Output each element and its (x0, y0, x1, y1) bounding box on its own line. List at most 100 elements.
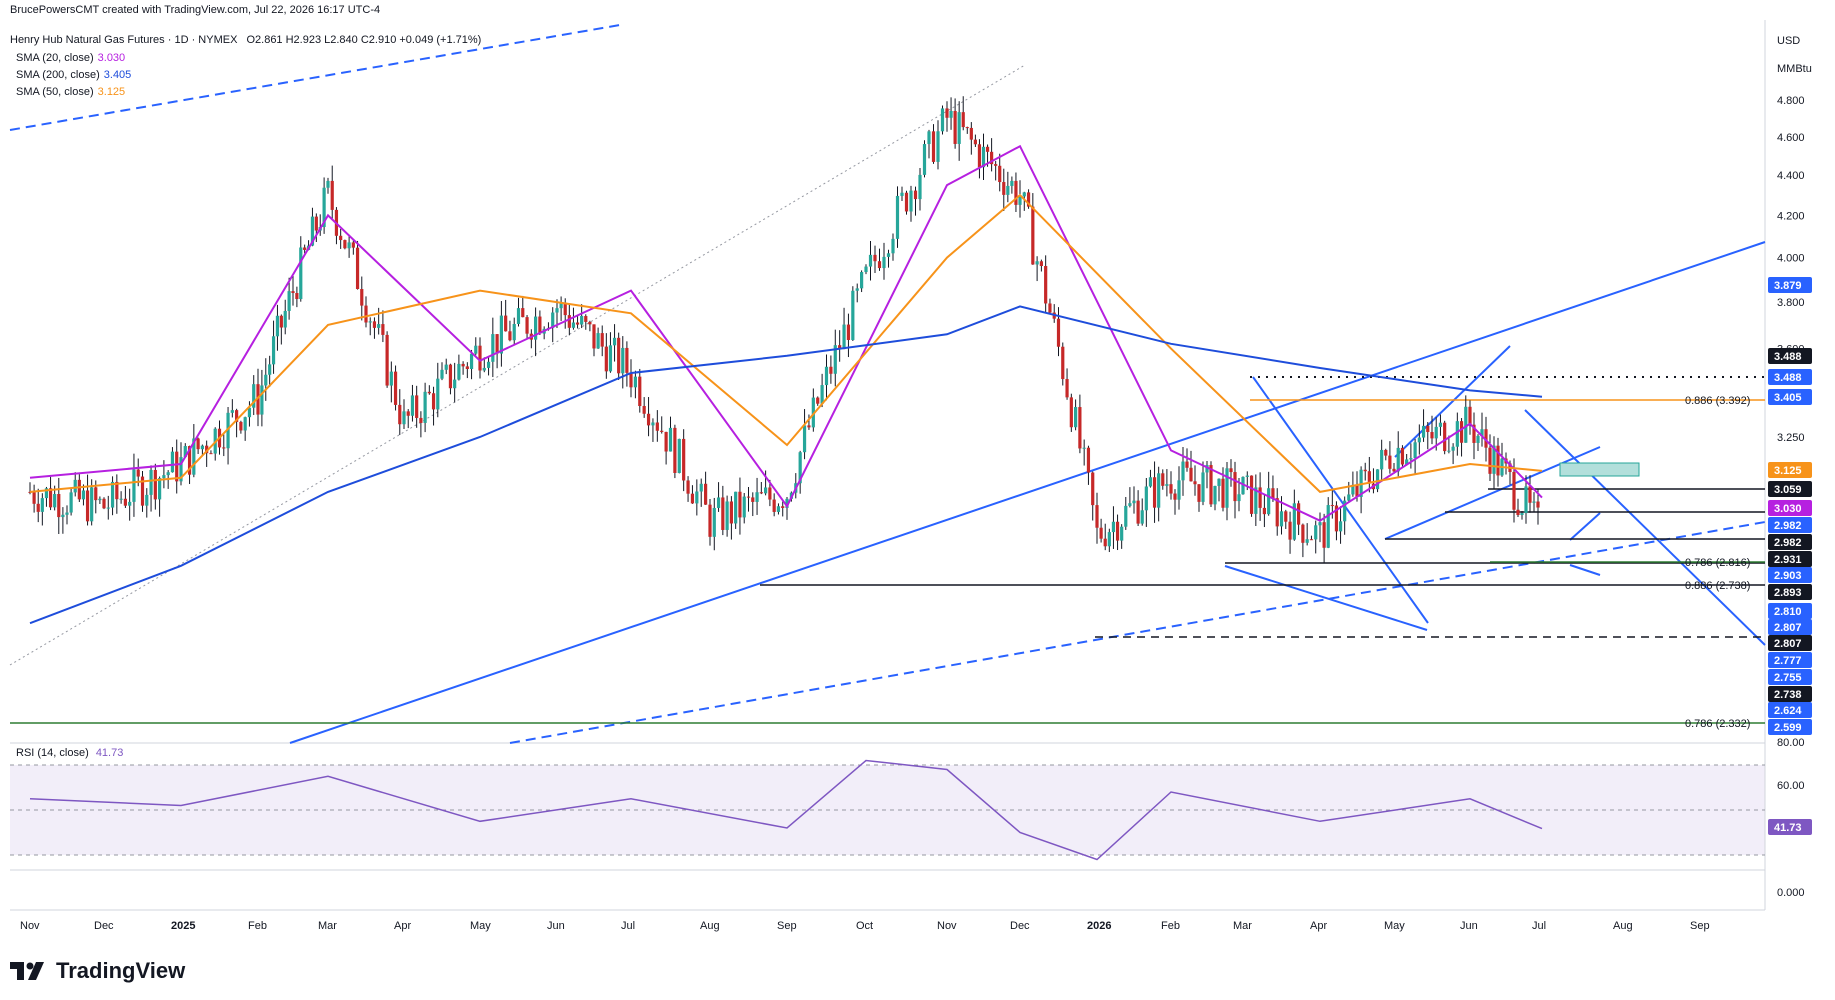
candle-body (355, 247, 360, 290)
candle-body (842, 324, 846, 350)
candle-body (1161, 473, 1165, 486)
fib-label: 0.786 (2.816) (1685, 557, 1750, 569)
price-tag-label: 2.903 (1774, 570, 1802, 582)
flag-line[interactable] (1569, 512, 1601, 541)
candle-body (436, 378, 440, 410)
candle-body (239, 421, 243, 431)
candle-body (1468, 406, 1472, 425)
time-axis-label: Dec (1010, 920, 1030, 932)
price-tag[interactable] (1768, 819, 1812, 835)
price-tag[interactable] (1768, 277, 1812, 293)
price-tag[interactable] (1768, 669, 1812, 685)
indicator-sma20[interactable]: SMA (20, close) 3.030 (16, 52, 125, 64)
price-tag[interactable] (1768, 702, 1812, 718)
channel-line[interactable] (1524, 409, 1766, 646)
channel-line[interactable] (1394, 345, 1511, 458)
indicator-sma50[interactable]: SMA (50, close) 3.125 (16, 86, 125, 98)
sma-line[interactable] (29, 193, 1543, 493)
candle-body (1157, 473, 1161, 508)
candle-body (1288, 521, 1292, 540)
candle-body (368, 321, 372, 323)
price-tag-label: 3.879 (1774, 280, 1802, 292)
price-tag[interactable] (1768, 369, 1812, 385)
price-tag[interactable] (1768, 719, 1812, 735)
candle-body (491, 334, 495, 362)
candle-body (1078, 407, 1082, 449)
price-tag[interactable] (1768, 348, 1812, 364)
candle-body (555, 308, 559, 313)
trendline-main[interactable] (289, 241, 1766, 744)
price-tag[interactable] (1768, 481, 1812, 497)
candle-body (1305, 539, 1309, 543)
candle-body (145, 494, 149, 506)
candle-body (1152, 477, 1157, 508)
candle-body (909, 190, 913, 212)
candle-body (1014, 180, 1018, 205)
candle-body (504, 315, 508, 332)
indicator-sma200[interactable]: SMA (200, close) 3.405 (16, 69, 131, 81)
candle-body (1326, 505, 1330, 548)
candle-body (1292, 503, 1296, 540)
price-tag[interactable] (1768, 500, 1812, 516)
candle-body (1262, 507, 1266, 515)
rsi-indicator-label[interactable]: RSI (14, close) 41.73 (16, 747, 123, 759)
price-tag-label: 2.931 (1774, 554, 1802, 566)
candle-body (347, 242, 351, 249)
target-zone-box[interactable] (1559, 462, 1640, 477)
flag-line[interactable] (1569, 564, 1601, 576)
price-tag[interactable] (1768, 389, 1812, 405)
channel-line[interactable] (1384, 446, 1601, 540)
candle-body (746, 496, 751, 498)
candle-body (372, 321, 377, 328)
price-tag-label: 41.73 (1774, 822, 1802, 834)
candle-body (1447, 450, 1451, 452)
price-tag[interactable] (1768, 619, 1812, 635)
trendline-dashed-upper[interactable] (9, 24, 621, 131)
candle-body (1455, 421, 1459, 447)
candle-body (402, 411, 406, 425)
price-tag[interactable] (1768, 462, 1812, 478)
price-tag[interactable] (1768, 603, 1812, 619)
price-axis-tick: 4.800 (1777, 95, 1805, 107)
rsi-axis-tick: 80.00 (1777, 737, 1805, 749)
wedge-line[interactable] (1252, 376, 1429, 624)
wedge-line[interactable] (1224, 565, 1428, 631)
price-tag[interactable] (1768, 567, 1812, 583)
candle-body (183, 446, 187, 458)
candle-body (1173, 493, 1177, 500)
trendline-dashed-lower[interactable] (509, 521, 1766, 744)
candle-body (1484, 429, 1488, 448)
candle-body (1181, 461, 1185, 481)
symbol-name: Henry Hub Natural Gas Futures · 1D · NYM… (10, 34, 238, 46)
price-tag[interactable] (1768, 534, 1812, 550)
sma-line[interactable] (29, 305, 1543, 625)
candle-body (973, 139, 977, 145)
tradingview-logo-icon (10, 962, 44, 980)
price-tag[interactable] (1768, 584, 1812, 600)
candle-body (65, 512, 69, 515)
candle-body (330, 180, 334, 210)
time-axis-label: Mar (318, 920, 337, 932)
candle-body (1355, 484, 1359, 497)
candle-body (1512, 472, 1516, 510)
candle-body (559, 302, 563, 309)
rsi-line[interactable] (29, 759, 1543, 861)
price-tag[interactable] (1768, 686, 1812, 702)
price-tag[interactable] (1768, 517, 1812, 533)
tradingview-footer[interactable]: TradingView (10, 958, 185, 984)
price-axis-tick: 3.800 (1777, 297, 1805, 309)
candle-body (1086, 447, 1091, 473)
candle-body (175, 451, 179, 482)
candle-body (961, 112, 965, 128)
price-tag[interactable] (1768, 652, 1812, 668)
candle-body (534, 316, 538, 340)
candle-body (608, 345, 613, 372)
candle-body (179, 457, 183, 482)
price-tag[interactable] (1768, 635, 1812, 651)
candle-body (1107, 532, 1111, 547)
candle-body (877, 261, 882, 269)
time-axis-label: Apr (394, 920, 411, 932)
price-tag[interactable] (1768, 551, 1812, 567)
candle-body (44, 488, 49, 499)
